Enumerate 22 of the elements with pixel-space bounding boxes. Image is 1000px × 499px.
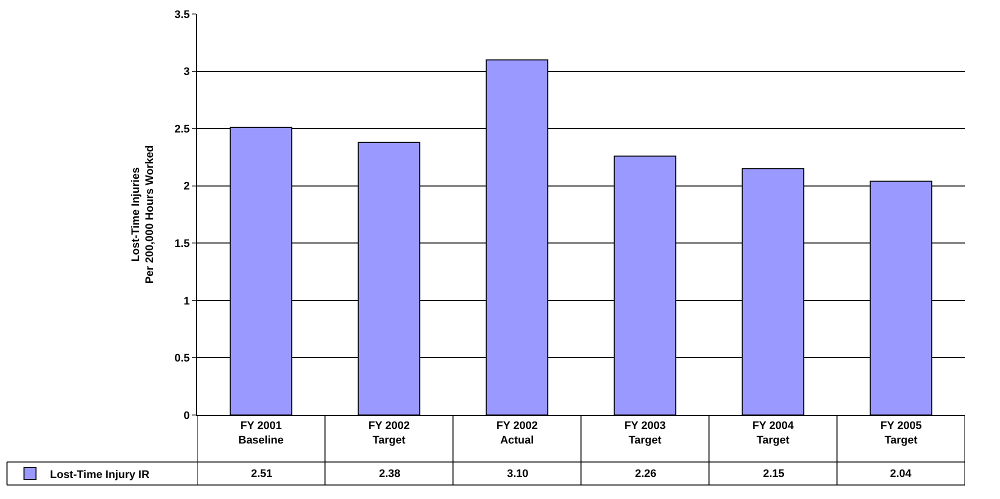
data-label: 2.51 <box>251 468 272 480</box>
data-label: 2.38 <box>379 468 400 480</box>
y-axis-title: Lost-Time Injuries Per 200,000 Hours Worked <box>130 145 156 284</box>
y-tick-label: 3.5 <box>174 8 190 21</box>
data-label: 3.10 <box>507 468 528 480</box>
data-label: 2.04 <box>890 468 912 480</box>
x-tick-label: FY 2002 Actual <box>496 420 538 446</box>
y-tick-label: 0 <box>184 410 190 422</box>
y-tick-label: 2.5 <box>174 123 190 136</box>
x-tick-label: FY 2004 Target <box>752 420 795 446</box>
x-tick-label: FY 2001 Baseline <box>238 420 284 446</box>
y-tick-label: 2 <box>184 180 190 193</box>
x-tick-label: FY 2005 Target <box>880 420 922 446</box>
y-tick-label: 0.5 <box>174 352 190 365</box>
y-tick-label: 1.5 <box>174 238 190 250</box>
y-tick-label: 3 <box>184 66 190 78</box>
data-label: 2.15 <box>763 468 784 480</box>
y-tick-label: 1 <box>184 295 190 308</box>
legend-label: Lost-Time Injury IR <box>50 468 150 481</box>
x-tick-label: FY 2003 Target <box>624 420 666 446</box>
x-tick-label: FY 2002 Target <box>368 420 410 446</box>
data-label: 2.26 <box>635 468 656 480</box>
